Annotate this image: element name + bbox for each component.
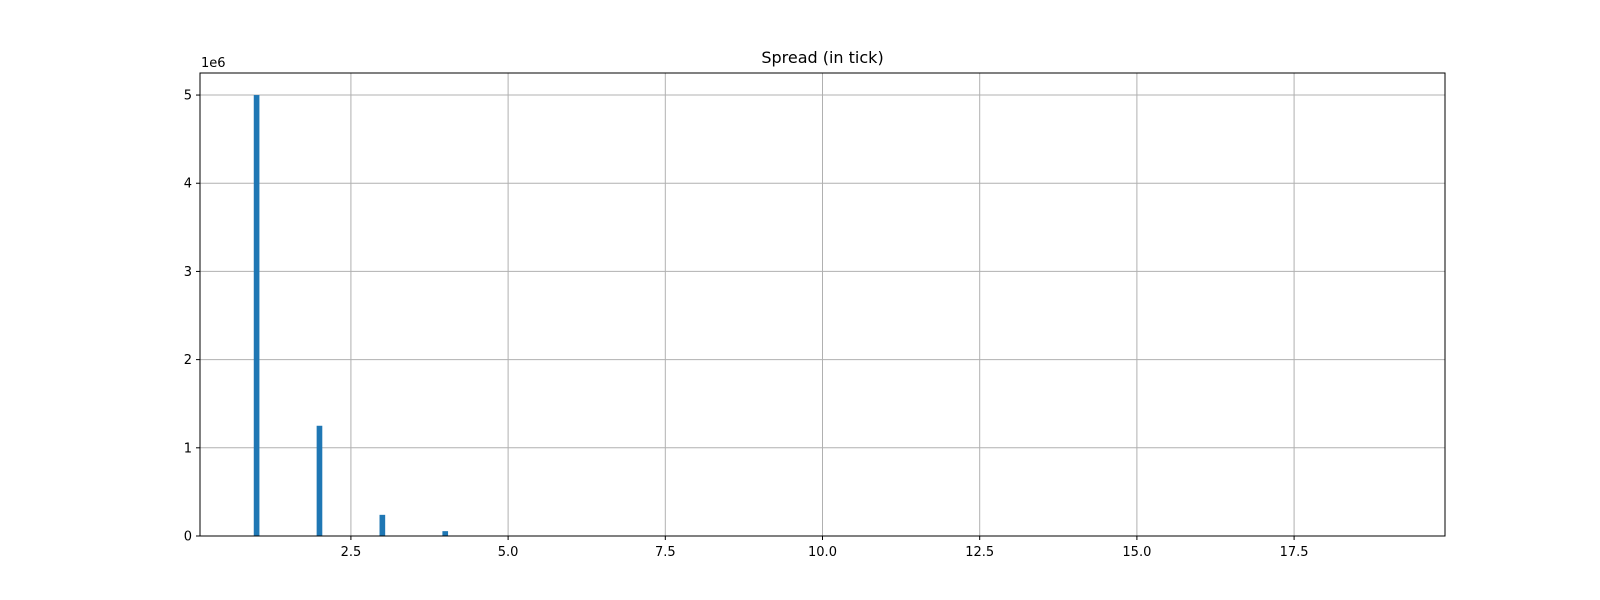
histogram-bar bbox=[253, 95, 260, 537]
x-tick-label: 15.0 bbox=[1122, 545, 1151, 560]
y-tick-label: 4 bbox=[184, 177, 192, 192]
x-tick-label: 2.5 bbox=[341, 545, 362, 560]
y-axis-offset-label: 1e6 bbox=[201, 56, 226, 71]
y-tick-label: 0 bbox=[184, 530, 192, 545]
y-tick-label: 1 bbox=[184, 441, 192, 456]
histogram-bar bbox=[316, 425, 323, 536]
axis-ticks: 2.5 5.0 7.5 10.0 12.5 15.0 17.5 0 1 2 3 4 5 bbox=[184, 89, 1309, 560]
y-tick-label: 5 bbox=[184, 89, 192, 104]
x-tick-label: 17.5 bbox=[1280, 545, 1309, 560]
y-tick-label: 3 bbox=[184, 265, 192, 280]
y-tick-label: 2 bbox=[184, 353, 192, 368]
x-tick-label: 12.5 bbox=[965, 545, 994, 560]
grid-lines bbox=[200, 73, 1445, 537]
chart-title: Spread (in tick) bbox=[761, 48, 883, 67]
histogram-bars bbox=[253, 95, 449, 537]
histogram-bar bbox=[379, 514, 386, 536]
x-tick-label: 5.0 bbox=[498, 545, 519, 560]
x-tick-label: 7.5 bbox=[655, 545, 676, 560]
x-tick-label: 10.0 bbox=[808, 545, 837, 560]
histogram-bar bbox=[442, 531, 449, 536]
